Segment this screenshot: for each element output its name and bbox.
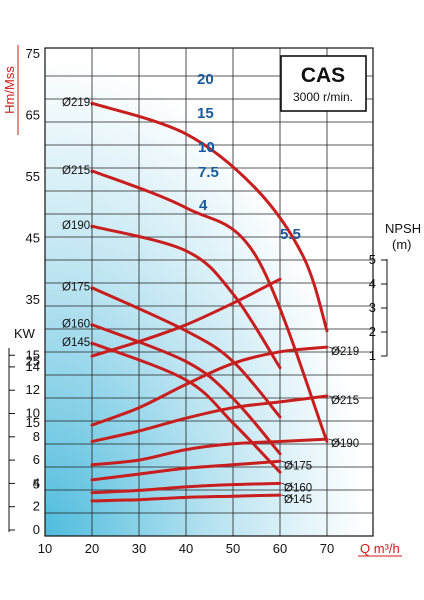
kw-curve-label: 4 <box>199 197 208 214</box>
npsh-tick-label: 2 <box>369 324 376 339</box>
head-tick-label: 75 <box>26 46 40 61</box>
power-curve-label: Ø145 <box>284 494 312 506</box>
model-title: CAS <box>301 64 345 87</box>
x-axis-ticks: 10 20 30 40 50 60 70 <box>38 541 334 556</box>
x-axis-label: Q m³/h <box>360 541 400 556</box>
power-curve-label: Ø160 <box>284 482 312 494</box>
power-tick-label: 15 <box>26 347 40 362</box>
head-curve-leader <box>90 342 93 347</box>
head-curve-label: Ø190 <box>62 220 90 232</box>
kw-curve-label: 7.5 <box>198 164 219 181</box>
title-box <box>280 55 367 112</box>
kw-curve-label: 15 <box>197 105 214 122</box>
npsh-tick-label: 1 <box>369 348 376 363</box>
npsh-axis-ticks: 5 4 3 2 1 <box>369 252 387 363</box>
power-tick-label: 4 <box>33 475 40 490</box>
x-tick-label: 20 <box>85 541 99 556</box>
npsh-tick-label: 3 <box>369 300 376 315</box>
head-axis-label: Hm/Mss <box>2 66 17 114</box>
head-curve-label: Ø215 <box>62 165 90 177</box>
x-tick-label: 60 <box>273 541 287 556</box>
power-tick-label: 6 <box>33 452 40 467</box>
power-curve-label: Ø219 <box>331 346 359 358</box>
power-curve-leader <box>281 483 295 488</box>
power-curve-leader <box>328 438 342 444</box>
speed-label: 3000 r/min. <box>293 90 353 104</box>
npsh-axis-label: NPSH <box>385 221 421 236</box>
head-tick-label: 25 <box>26 354 40 369</box>
head-curve <box>90 341 282 474</box>
power-curve <box>90 459 282 482</box>
power-curve-leader <box>281 494 295 500</box>
grid <box>45 48 373 536</box>
power-tick-label: 0 <box>33 522 40 537</box>
head-tick-label: 35 <box>26 292 40 307</box>
head-curve <box>90 101 329 333</box>
x-tick-label: 40 <box>179 541 193 556</box>
power-tick-label: 2 <box>33 499 40 514</box>
head-curve <box>90 286 282 419</box>
head-curve-leader <box>90 103 93 107</box>
power-tick-label: 10 <box>26 406 40 421</box>
kw-curve-label: 20 <box>197 71 214 88</box>
power-tick-label: 8 <box>33 429 40 444</box>
power-tick-label: 14 <box>26 359 40 374</box>
npsh-axis-unit: (m) <box>392 237 412 252</box>
power-tick-label: 12 <box>26 382 40 397</box>
power-curve-label: Ø215 <box>331 395 359 407</box>
head-tick-label: 5 <box>33 477 40 492</box>
kw-axis-label: KW <box>14 326 36 341</box>
head-curve-label: Ø219 <box>62 97 90 109</box>
power-curve <box>90 481 282 495</box>
npsh-tick-label: 5 <box>369 252 376 267</box>
curves <box>90 101 329 503</box>
head-curve-label: Ø160 <box>62 319 90 331</box>
power-curve-leader <box>328 395 342 401</box>
head-tick-label: 55 <box>26 169 40 184</box>
x-tick-label: 10 <box>38 541 52 556</box>
head-curve <box>90 169 329 443</box>
head-curve-leader <box>90 324 93 328</box>
head-tick-label: 45 <box>26 231 40 246</box>
head-curve-label: Ø145 <box>62 337 90 349</box>
power-curve <box>90 345 329 427</box>
head-curve <box>90 224 282 370</box>
x-tick-label: 70 <box>320 541 334 556</box>
x-tick-label: 50 <box>226 541 240 556</box>
power-curve-leader <box>281 460 295 466</box>
head-tick-label: 15 <box>26 415 40 430</box>
power-curve <box>90 493 282 503</box>
curve-labels: Ø219Ø215Ø190Ø175Ø160Ø1452015107.545.5Ø21… <box>62 71 359 506</box>
power-curve-label: Ø175 <box>284 460 312 472</box>
head-curve-leader <box>90 170 93 174</box>
kw-curve-label: 5.5 <box>280 226 301 243</box>
plot-frame <box>44 47 374 537</box>
kw-curve-label: 10 <box>198 139 215 156</box>
x-tick-label: 30 <box>132 541 146 556</box>
head-curve-leader <box>90 226 93 230</box>
head-curve-label: Ø175 <box>62 282 90 294</box>
npsh-curve <box>90 277 282 358</box>
power-curve-label: Ø190 <box>331 438 359 450</box>
head-tick-label: 65 <box>26 108 40 123</box>
power-curve <box>90 394 329 443</box>
power-curve-leader <box>328 346 342 352</box>
head-curve-leader <box>90 287 93 291</box>
npsh-tick-label: 4 <box>369 276 376 291</box>
power-curve <box>90 437 329 467</box>
